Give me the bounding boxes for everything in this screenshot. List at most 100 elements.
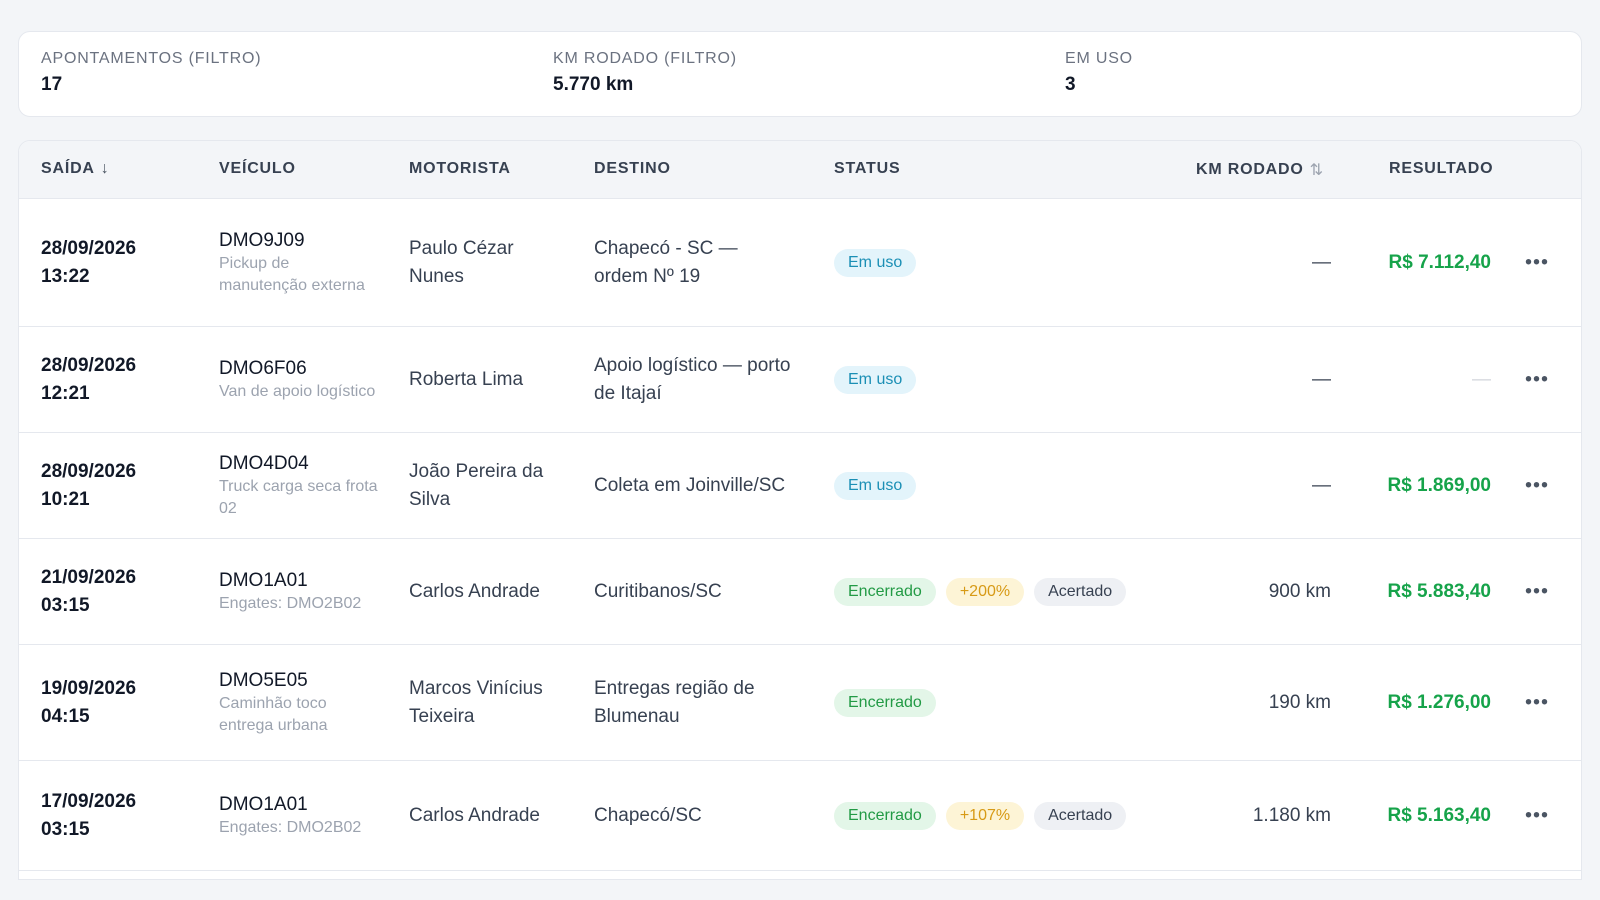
vehicle-plate: DMO1A01 (219, 569, 308, 591)
destination: Chapecó - SC — ordem Nº 19 (594, 237, 738, 287)
departure-date: 21/09/2026 (41, 566, 137, 588)
destination: Coleta em Joinville/SC (594, 474, 786, 496)
table-row[interactable]: 28/09/2026 10:21 DMO4D04 Truck carga sec… (19, 433, 1581, 539)
sort-arrows-icon: ⇅ (1309, 162, 1324, 179)
status-badge: Encerrado (834, 688, 936, 717)
departure-datetime: 19/09/2026 04:15 (41, 675, 136, 731)
table-row[interactable]: 28/09/2026 13:22 DMO9J09 Pickup de manut… (19, 199, 1581, 327)
km-value: 190 km (1268, 691, 1331, 713)
result-value: R$ 5.883,40 (1387, 580, 1491, 602)
vehicle-cell: DMO9J09 Pickup de manutenção externa (219, 229, 379, 297)
km-value: 1.180 km (1252, 804, 1331, 826)
trips-table: SAÍDA ↓ VEÍCULO MOTORISTA DESTINO STATUS… (18, 140, 1582, 880)
result-value: R$ 7.112,40 (1388, 251, 1491, 273)
table-row[interactable]: 21/09/2026 03:15 DMO1A01 Engates: DMO2B0… (19, 539, 1581, 645)
stat-value: 3 (1065, 74, 1076, 95)
departure-datetime: 17/09/2026 03:15 (41, 788, 136, 844)
result-value: — (1472, 368, 1491, 390)
destination: Entregas região de Blumenau (594, 677, 755, 727)
summary-stats: APONTAMENTOS (FILTRO) 17 KM RODADO (FILT… (18, 31, 1582, 117)
vehicle-cell: DMO6F06 Van de apoio logístico (219, 357, 379, 403)
vehicle-plate: DMO5E05 (219, 669, 308, 691)
column-header-veiculo[interactable]: VEÍCULO (219, 160, 296, 178)
destination: Chapecó/SC (594, 804, 702, 826)
result-value: R$ 5.163,40 (1387, 804, 1491, 826)
vehicle-plate: DMO9J09 (219, 229, 305, 251)
stat-value: 5.770 km (553, 74, 634, 95)
departure-datetime: 28/09/2026 10:21 (41, 458, 136, 514)
status-cell: Em uso (834, 471, 917, 500)
departure-date: 28/09/2026 (41, 354, 137, 376)
driver-name: Marcos Vinícius Teixeira (409, 677, 543, 727)
vehicle-cell: DMO5E05 Caminhão toco entrega urbana (219, 669, 379, 737)
more-horizontal-icon[interactable]: ••• (1524, 474, 1549, 496)
departure-time: 10:21 (41, 488, 90, 510)
vehicle-cell: DMO1A01 Engates: DMO2B02 (219, 569, 379, 615)
vehicle-description: Truck carga seca frota 02 (219, 477, 378, 517)
result-value: R$ 1.869,00 (1387, 474, 1491, 496)
driver-name: João Pereira da Silva (409, 460, 544, 510)
departure-date: 28/09/2026 (41, 460, 137, 482)
departure-time: 03:15 (41, 818, 90, 840)
stat-value: 17 (41, 74, 63, 95)
vehicle-plate: DMO6F06 (219, 357, 307, 379)
stat-label: KM RODADO (FILTRO) (553, 50, 737, 67)
acertado-badge: Acertado (1034, 577, 1127, 606)
column-label: DESTINO (594, 160, 671, 177)
departure-datetime: 28/09/2026 12:21 (41, 352, 136, 408)
table-row[interactable]: 19/09/2026 04:15 DMO5E05 Caminhão toco e… (19, 645, 1581, 761)
stat-km-rodado: KM RODADO (FILTRO) 5.770 km (553, 50, 737, 96)
acertado-badge: Acertado (1034, 801, 1127, 830)
column-label: STATUS (834, 160, 901, 177)
column-label: KM RODADO (1196, 161, 1304, 178)
more-horizontal-icon[interactable]: ••• (1524, 691, 1549, 713)
column-header-destino[interactable]: DESTINO (594, 160, 671, 178)
table-header: SAÍDA ↓ VEÍCULO MOTORISTA DESTINO STATUS… (19, 141, 1581, 199)
arrow-down-icon: ↓ (100, 160, 110, 177)
more-horizontal-icon[interactable]: ••• (1524, 251, 1549, 273)
departure-time: 13:22 (41, 265, 90, 287)
status-badge: Em uso (834, 248, 917, 277)
table-row[interactable]: 17/09/2026 03:15 DMO1A01 Engates: DMO2B0… (19, 761, 1581, 871)
status-badge: Encerrado (834, 801, 936, 830)
stat-em-uso: EM USO 3 (1065, 50, 1133, 96)
destination: Apoio logístico — porto de Itajaí (594, 354, 791, 404)
column-label: SAÍDA (41, 160, 95, 177)
departure-datetime: 28/09/2026 13:22 (41, 235, 136, 291)
column-label: RESULTADO (1389, 160, 1494, 177)
status-cell: Em uso (834, 365, 917, 394)
result-value: R$ 1.276,00 (1387, 691, 1491, 713)
departure-date: 19/09/2026 (41, 677, 137, 699)
status-badge: Em uso (834, 365, 917, 394)
km-value: — (1312, 368, 1331, 390)
status-cell: Encerrado +200% Acertado (834, 577, 1127, 606)
vehicle-cell: DMO1A01 Engates: DMO2B02 (219, 793, 379, 839)
departure-datetime: 21/09/2026 03:15 (41, 564, 136, 620)
departure-time: 04:15 (41, 705, 90, 727)
more-horizontal-icon[interactable]: ••• (1524, 368, 1549, 390)
stat-label: EM USO (1065, 50, 1133, 67)
km-value: — (1312, 251, 1331, 273)
vehicle-plate: DMO4D04 (219, 452, 309, 474)
km-value: — (1312, 474, 1331, 496)
stat-label: APONTAMENTOS (FILTRO) (41, 50, 262, 67)
driver-name: Paulo Cézar Nunes (409, 237, 514, 287)
status-badge: Encerrado (834, 577, 936, 606)
column-header-status[interactable]: STATUS (834, 160, 900, 178)
table-row[interactable]: 28/09/2026 12:21 DMO6F06 Van de apoio lo… (19, 327, 1581, 433)
percentage-badge: +200% (945, 577, 1025, 606)
vehicle-description: Engates: DMO2B02 (219, 594, 362, 612)
driver-name: Carlos Andrade (409, 580, 540, 602)
column-header-saida[interactable]: SAÍDA ↓ (41, 160, 110, 178)
vehicle-plate: DMO1A01 (219, 793, 308, 815)
driver-name: Roberta Lima (409, 368, 524, 390)
column-header-resultado[interactable]: RESULTADO (1389, 160, 1493, 178)
stat-apontamentos: APONTAMENTOS (FILTRO) 17 (41, 50, 261, 96)
more-horizontal-icon[interactable]: ••• (1524, 804, 1549, 826)
departure-time: 03:15 (41, 594, 90, 616)
column-header-motorista[interactable]: MOTORISTA (409, 160, 511, 178)
column-header-km-rodado[interactable]: KM RODADO ⇅ (1196, 160, 1324, 180)
departure-date: 17/09/2026 (41, 790, 137, 812)
vehicle-description: Caminhão toco entrega urbana (219, 694, 328, 734)
more-horizontal-icon[interactable]: ••• (1524, 580, 1549, 602)
